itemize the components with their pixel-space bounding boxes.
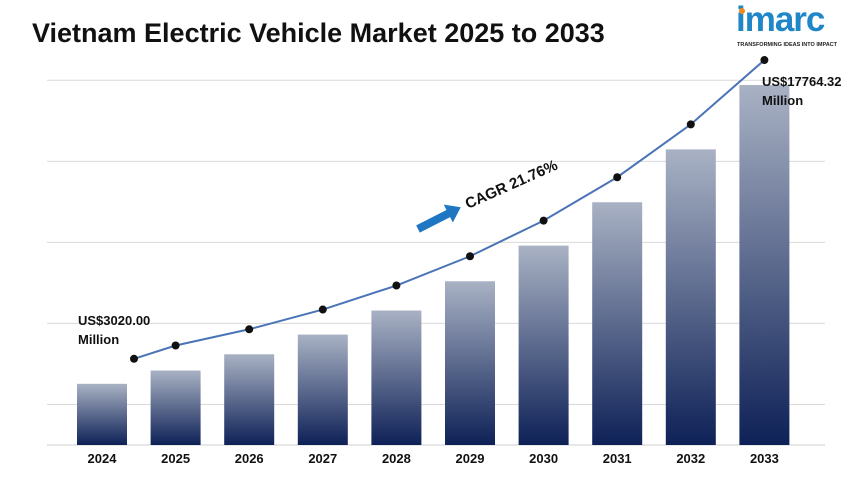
data-labels: US$3020.00 Million US$17764.32 Million bbox=[78, 74, 842, 347]
bar-2031 bbox=[592, 202, 643, 445]
trend-line bbox=[133, 59, 766, 360]
x-tick-2031: 2031 bbox=[603, 451, 632, 466]
bar-2030 bbox=[518, 245, 569, 445]
cagr-annotation: CAGR 21.76% bbox=[416, 157, 561, 233]
bar-2027 bbox=[297, 334, 348, 445]
trend-marker-2029 bbox=[466, 252, 474, 261]
logo-dot bbox=[739, 8, 745, 14]
bar-2029 bbox=[445, 281, 495, 445]
end-value-label: US$17764.32 bbox=[762, 74, 842, 89]
bar-2032 bbox=[665, 149, 716, 445]
logo-wordmark: imarc bbox=[736, 0, 825, 39]
cagr-label: CAGR 21.76% bbox=[463, 157, 561, 213]
x-tick-2030: 2030 bbox=[529, 451, 558, 466]
chart-title: Vietnam Electric Vehicle Market 2025 to … bbox=[32, 18, 605, 48]
trend-marker-2024 bbox=[130, 354, 138, 363]
bar-2025 bbox=[150, 370, 201, 445]
bar-2033 bbox=[739, 85, 790, 445]
start-unit-label: Million bbox=[78, 332, 119, 347]
trend-line-group bbox=[130, 56, 769, 363]
trend-marker-2033 bbox=[760, 56, 769, 65]
x-tick-2028: 2028 bbox=[382, 451, 411, 466]
x-tick-2025: 2025 bbox=[161, 451, 190, 466]
x-tick-2024: 2024 bbox=[88, 451, 118, 466]
trend-marker-2025 bbox=[171, 341, 180, 350]
trend-marker-2032 bbox=[686, 120, 695, 129]
bars bbox=[77, 85, 790, 445]
x-tick-labels: 2024 2025 2026 2027 2028 2029 2030 2031 2032 2033 bbox=[88, 451, 779, 466]
x-tick-2027: 2027 bbox=[308, 451, 337, 466]
cagr-arrow bbox=[416, 204, 461, 233]
arrow-shape bbox=[416, 204, 461, 233]
x-tick-2032: 2032 bbox=[676, 451, 705, 466]
trend-marker-2027 bbox=[318, 305, 327, 314]
trend-marker-2030 bbox=[539, 216, 548, 225]
imarc-logo: imarc TRANSFORMING IDEAS INTO IMPACT bbox=[736, 0, 846, 50]
x-tick-2026: 2026 bbox=[235, 451, 264, 466]
trend-marker-2031 bbox=[613, 173, 622, 182]
end-unit-label: Million bbox=[762, 93, 803, 108]
bar-2026 bbox=[224, 354, 275, 445]
x-tick-2029: 2029 bbox=[456, 451, 485, 466]
logo-tagline: TRANSFORMING IDEAS INTO IMPACT bbox=[737, 42, 838, 48]
bar-2028 bbox=[371, 310, 422, 445]
trend-marker-2026 bbox=[245, 325, 254, 334]
x-tick-2033: 2033 bbox=[750, 451, 779, 466]
start-value-label: US$3020.00 bbox=[78, 313, 150, 328]
trend-marker-2028 bbox=[392, 281, 401, 290]
bar-2024 bbox=[77, 383, 127, 445]
